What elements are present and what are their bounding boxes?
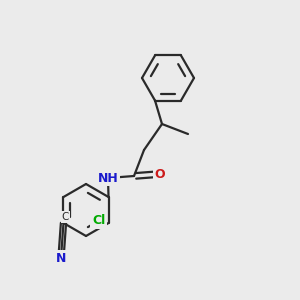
Text: C: C <box>62 212 69 222</box>
Text: Cl: Cl <box>92 214 105 227</box>
Text: NH: NH <box>98 172 118 184</box>
Text: N: N <box>56 251 67 265</box>
Text: O: O <box>155 167 165 181</box>
